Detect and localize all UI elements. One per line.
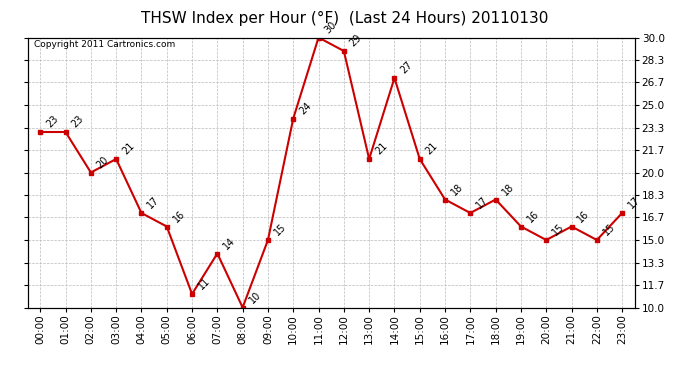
Text: 21: 21	[120, 141, 136, 157]
Text: 17: 17	[146, 195, 161, 211]
Text: 18: 18	[500, 182, 515, 197]
Text: 27: 27	[399, 60, 415, 76]
Text: 24: 24	[297, 100, 313, 116]
Text: Copyright 2011 Cartronics.com: Copyright 2011 Cartronics.com	[34, 40, 175, 49]
Text: 18: 18	[449, 182, 465, 197]
Text: 11: 11	[196, 276, 212, 292]
Text: 17: 17	[627, 195, 642, 211]
Text: 23: 23	[70, 114, 86, 130]
Text: 17: 17	[475, 195, 491, 211]
Text: THSW Index per Hour (°F)  (Last 24 Hours) 20110130: THSW Index per Hour (°F) (Last 24 Hours)…	[141, 11, 549, 26]
Text: 20: 20	[95, 154, 111, 170]
Text: 15: 15	[601, 222, 617, 238]
Text: 10: 10	[247, 290, 263, 305]
Text: 23: 23	[44, 114, 60, 130]
Text: 15: 15	[551, 222, 566, 238]
Text: 16: 16	[575, 209, 591, 224]
Text: 16: 16	[171, 209, 187, 224]
Text: 21: 21	[373, 141, 389, 157]
Text: 15: 15	[272, 222, 288, 238]
Text: 21: 21	[424, 141, 440, 157]
Text: 30: 30	[323, 20, 339, 35]
Text: 16: 16	[525, 209, 541, 224]
Text: 29: 29	[348, 33, 364, 49]
Text: 14: 14	[221, 236, 237, 251]
